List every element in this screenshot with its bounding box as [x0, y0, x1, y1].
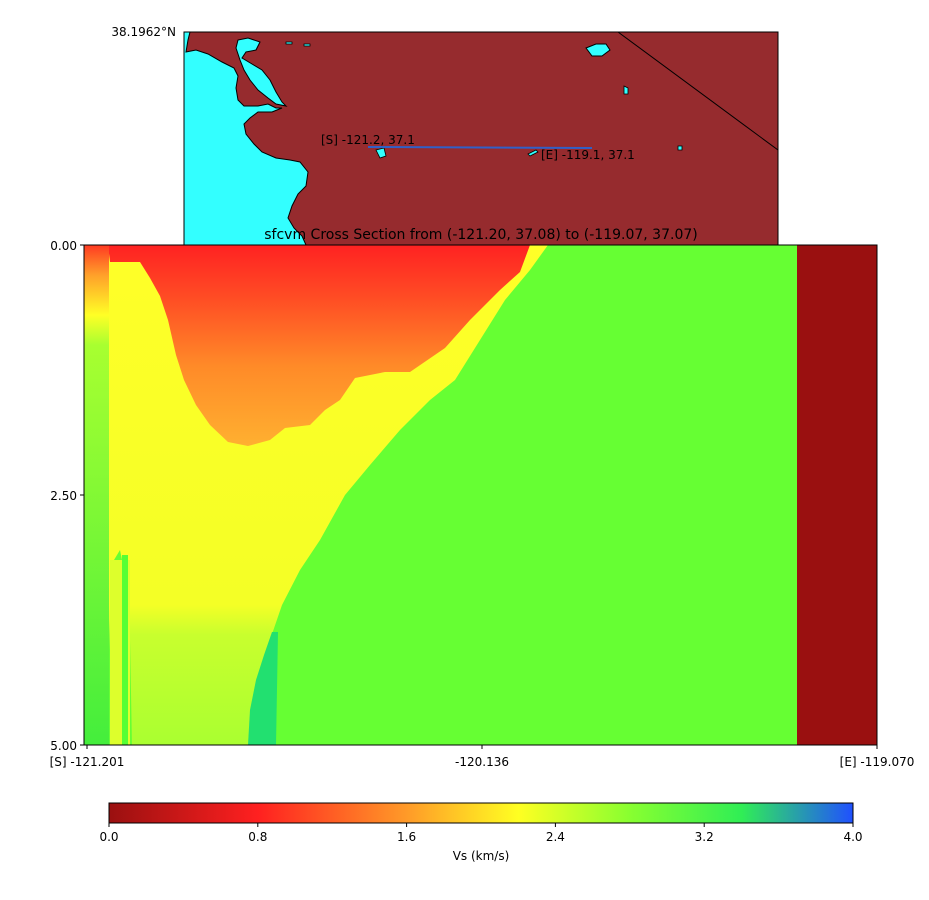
map-inset: [S] -121.2, 37.1 [E] -119.1, 37.1 38.196…	[111, 25, 779, 246]
pond	[303, 43, 311, 47]
state-border	[617, 32, 778, 151]
y-axis: 0.00 2.50 5.00	[50, 239, 84, 753]
colorbar-tick-label: 1.6	[397, 830, 416, 844]
region-no-data-east	[797, 245, 877, 745]
pond	[375, 147, 387, 159]
ocean	[184, 32, 309, 245]
region-basin-low-velocity	[108, 245, 530, 446]
bay	[235, 37, 288, 107]
cross-section-plot	[83, 244, 878, 746]
pond	[285, 41, 293, 45]
region-shallow-sediment-left	[84, 245, 109, 745]
colorbar-tick-label: 3.2	[695, 830, 714, 844]
x-axis: [S] -121.201 -120.136 [E] -119.070	[50, 745, 915, 769]
colorbar-tick-label: 4.0	[843, 830, 862, 844]
region-left-green-spike	[122, 555, 128, 745]
colorbar-tick-label: 2.4	[546, 830, 565, 844]
y-tick-label: 0.00	[50, 239, 77, 253]
chart-title: sfcvm Cross Section from (-121.20, 37.08…	[264, 227, 697, 243]
colorbar-tick-label: 0.0	[99, 830, 118, 844]
colorbar-gradient	[108, 802, 854, 824]
end-point-label: [E] -119.1, 37.1	[541, 148, 635, 162]
x-tick-label: -120.136	[455, 755, 509, 769]
lake	[585, 43, 611, 57]
x-tick-label: [E] -119.070	[840, 755, 915, 769]
transect-line	[367, 146, 593, 149]
y-tick-label: 5.00	[50, 739, 77, 753]
region-deep-basement-pocket	[248, 632, 278, 745]
y-tick-label: 2.50	[50, 489, 77, 503]
pond	[527, 149, 539, 157]
colorbar-ticks: 0.0 0.8 1.6 2.4 3.2 4.0	[99, 823, 863, 844]
map-corner-label: 38.1962°N	[111, 25, 176, 39]
colorbar: 0.0 0.8 1.6 2.4 3.2 4.0 Vs (km/s)	[99, 802, 863, 863]
start-point-label: [S] -121.2, 37.1	[321, 133, 415, 147]
colorbar-tick-label: 0.8	[248, 830, 267, 844]
pond	[623, 85, 629, 95]
pond	[677, 145, 683, 151]
x-tick-label: [S] -121.201	[50, 755, 125, 769]
colorbar-label: Vs (km/s)	[453, 849, 510, 863]
